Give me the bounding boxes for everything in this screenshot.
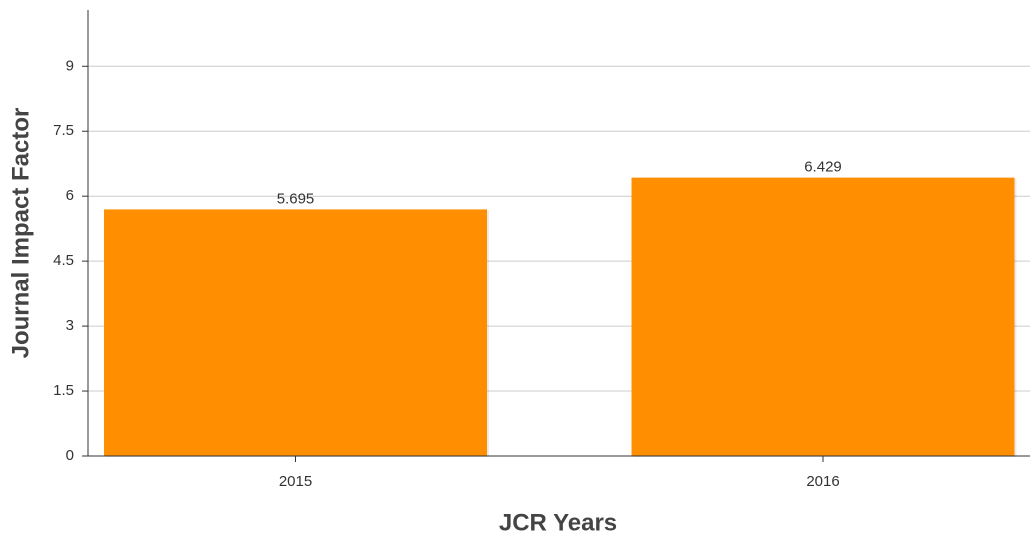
x-axis-title: JCR Years	[499, 509, 617, 536]
y-axis-title: Journal Impact Factor	[7, 108, 34, 359]
y-tick-label: 9	[66, 57, 74, 74]
y-tick-label: 1.5	[53, 382, 74, 399]
y-tick-label: 6	[66, 187, 74, 204]
value-label: 6.429	[804, 159, 842, 176]
value-label: 5.695	[277, 190, 315, 207]
x-tick-label: 2016	[806, 473, 839, 490]
y-tick-label: 3	[66, 317, 74, 334]
y-tick-label: 7.5	[53, 122, 74, 139]
bar	[631, 177, 1015, 457]
y-tick-label: 0	[66, 447, 74, 464]
bar	[104, 209, 487, 456]
x-tick-label: 2015	[279, 473, 312, 490]
y-tick-label: 4.5	[53, 252, 74, 269]
